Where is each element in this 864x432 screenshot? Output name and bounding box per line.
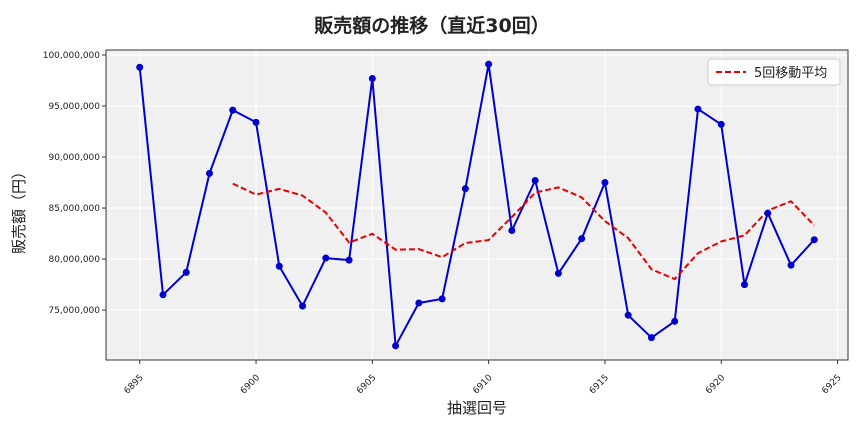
data-point: [299, 302, 307, 310]
data-point: [764, 209, 772, 217]
data-point: [438, 295, 446, 303]
data-point: [647, 334, 655, 342]
data-point: [392, 342, 400, 350]
y-tick-label: 80,000,000: [48, 255, 100, 265]
plot-frame: [105, 49, 849, 361]
y-tick-label: 95,000,000: [48, 102, 100, 112]
legend: 5回移動平均: [707, 58, 841, 86]
data-point: [322, 254, 330, 262]
legend-box: [707, 58, 841, 86]
data-point: [368, 74, 376, 82]
data-point: [159, 291, 167, 299]
data-point: [554, 269, 562, 277]
data-point: [252, 118, 260, 126]
y-tick-label: 100,000,000: [43, 51, 101, 61]
data-point: [345, 256, 353, 264]
data-point: [717, 120, 725, 128]
data-point: [461, 185, 469, 193]
data-point: [508, 227, 516, 235]
data-point: [787, 261, 795, 269]
data-point: [531, 177, 539, 185]
data-point: [624, 311, 632, 319]
plot-area: [106, 50, 848, 360]
data-point: [182, 268, 190, 276]
series-layer: [136, 60, 818, 350]
y-axis-label: 販売額（円）: [10, 164, 28, 254]
data-point: [810, 236, 818, 244]
data-point: [694, 105, 702, 113]
y-axis: 75,000,000 80,000,000 85,000,000 90,000,000…: [43, 51, 106, 316]
grid: [106, 50, 848, 360]
data-point: [275, 262, 283, 270]
y-tick-label: 90,000,000: [48, 153, 100, 163]
data-point: [671, 317, 679, 325]
data-point: [136, 63, 144, 71]
series-line-moving-average: [232, 182, 816, 281]
data-point: [740, 281, 748, 289]
data-point: [578, 235, 586, 243]
data-point: [229, 106, 237, 114]
y-tick-label: 85,000,000: [48, 204, 100, 214]
data-point: [206, 169, 214, 177]
plot-border: [105, 49, 849, 361]
series-line-sales: [138, 63, 816, 347]
chart-title: 販売額の推移（直近30回）: [314, 14, 549, 37]
data-point: [485, 60, 493, 68]
x-axis-label: 抽選回号: [447, 399, 507, 417]
data-point: [601, 179, 609, 187]
data-point: [415, 299, 423, 307]
y-tick-label: 75,000,000: [48, 306, 100, 316]
legend-label-moving-average: 5回移動平均: [754, 66, 827, 81]
